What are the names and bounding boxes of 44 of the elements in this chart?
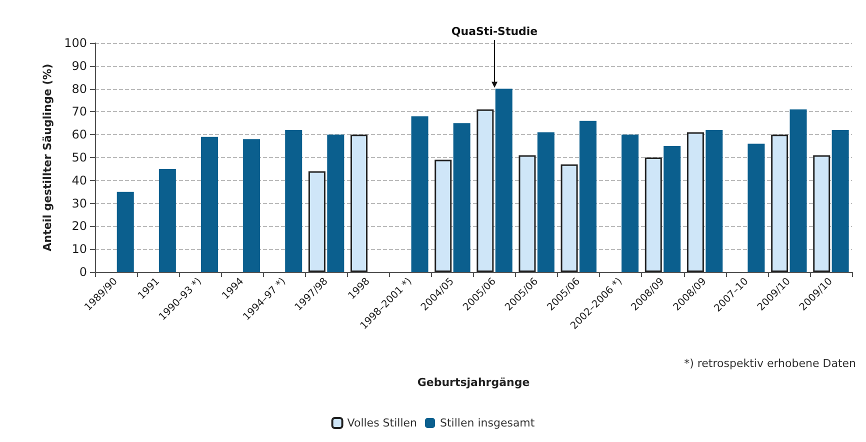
y-tick-label: 50 <box>72 150 87 164</box>
bar <box>308 171 326 272</box>
bar <box>434 160 452 272</box>
bar <box>686 132 704 272</box>
text: *) retrospektiv erhobene Daten <box>684 357 856 370</box>
bar <box>622 134 639 272</box>
bar <box>327 134 344 272</box>
y-tick-label: 0 <box>79 265 87 279</box>
bar <box>411 116 428 272</box>
bar <box>706 130 723 272</box>
y-tick-label: 30 <box>72 196 87 210</box>
bar <box>813 155 830 272</box>
bar <box>790 109 807 272</box>
y-tick-label: 90 <box>72 58 87 73</box>
y-tick-label: 100 <box>64 36 87 50</box>
bar <box>832 130 849 272</box>
annotation: QuaSti-Studie <box>451 25 538 38</box>
y-axis-title: Anteil gestillter Säuglinge (%) <box>41 64 54 252</box>
bar <box>495 88 512 272</box>
x-axis-title: Geburtsjahrgänge <box>417 376 530 389</box>
y-tick-label: 20 <box>72 219 87 234</box>
bar <box>158 168 176 272</box>
bar <box>518 155 536 272</box>
legend-label: Volles Stillen <box>347 416 418 430</box>
bar <box>537 132 554 272</box>
bar <box>644 158 662 272</box>
legend-label: Stillen insgesamt <box>440 416 536 430</box>
y-tick-label: 10 <box>72 242 87 256</box>
bar <box>453 123 470 272</box>
bar <box>771 134 788 272</box>
bar <box>200 136 218 272</box>
bar <box>560 164 578 272</box>
bar <box>748 144 765 272</box>
y-tick-label: 70 <box>72 104 87 119</box>
bar <box>285 130 302 272</box>
bar <box>579 120 596 272</box>
bar <box>350 134 368 272</box>
bar <box>116 192 134 272</box>
y-tick-label: 60 <box>72 128 87 142</box>
bar <box>476 109 494 272</box>
bar <box>243 139 260 272</box>
bar <box>664 146 681 272</box>
y-tick-label: 40 <box>72 173 87 188</box>
y-tick-label: 80 <box>72 82 87 96</box>
